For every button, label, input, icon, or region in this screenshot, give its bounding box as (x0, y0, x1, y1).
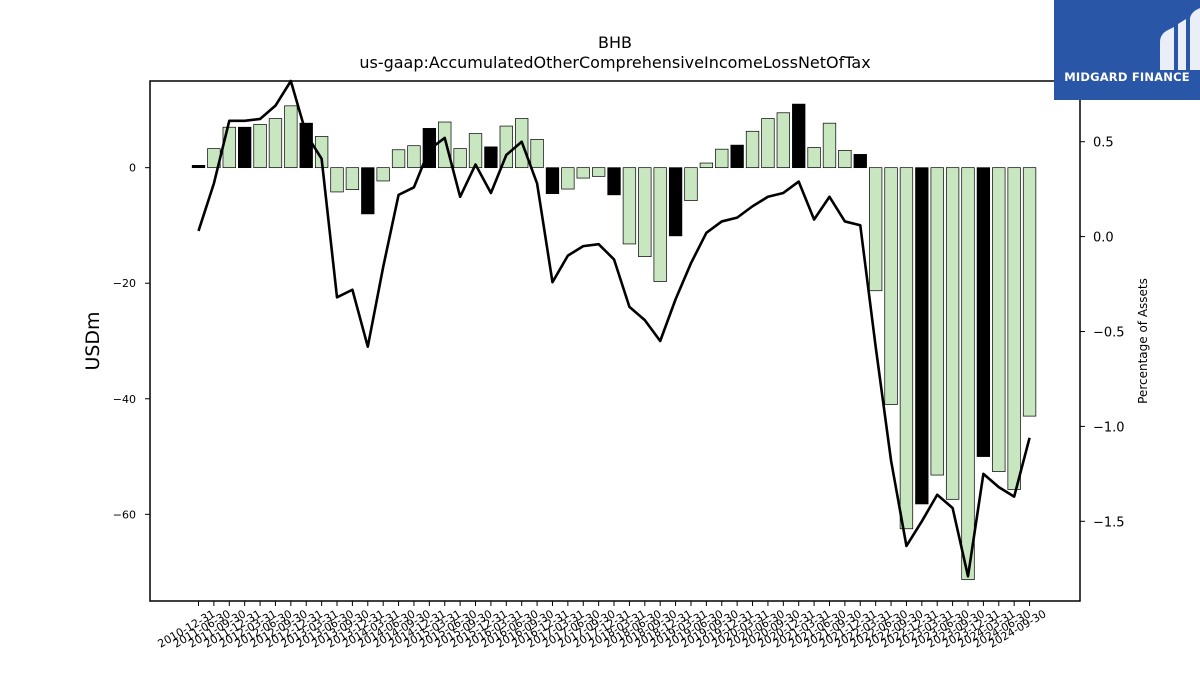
logo-mark-icon (1160, 8, 1200, 70)
plot-frame (149, 80, 1081, 602)
y-tick-label: −40 (113, 393, 136, 406)
y2-axis-label: Percentage of Assets (1136, 278, 1150, 404)
bar (438, 121, 452, 169)
bar (807, 147, 821, 169)
bar (853, 154, 867, 169)
bar (653, 167, 667, 282)
series-line (197, 79, 1031, 578)
bar (484, 146, 498, 169)
bar (361, 167, 375, 215)
bar (561, 167, 575, 190)
y2-tick-label: −1.0 (1093, 420, 1125, 435)
bar (869, 167, 883, 292)
chart-subtitle: us-gaap:AccumulatedOtherComprehensiveInc… (359, 53, 870, 72)
midgard-finance-logo: MIDGARD FINANCE (1054, 0, 1200, 100)
bar (391, 149, 406, 169)
bar (453, 148, 467, 169)
bar (268, 118, 283, 169)
bar (253, 123, 267, 169)
y-tick-label: −60 (113, 508, 136, 521)
bar (407, 145, 421, 169)
bar (330, 167, 344, 193)
bar (591, 167, 606, 177)
bars-group (191, 103, 1037, 580)
bar (961, 167, 975, 580)
logo-text: MIDGARD FINANCE (1064, 70, 1190, 84)
bar (761, 118, 775, 169)
bar (915, 167, 929, 505)
y2-tick-label: −0.5 (1093, 326, 1125, 341)
bar (499, 125, 513, 169)
y-tick-label: 0 (129, 162, 136, 175)
bar (745, 130, 760, 169)
y-tick-label: −20 (113, 277, 136, 290)
bar (638, 167, 652, 258)
bar (684, 167, 698, 201)
y2-tick-label: 0.0 (1093, 231, 1114, 246)
bar (622, 167, 637, 245)
bar (576, 167, 590, 179)
bar (730, 144, 744, 169)
bar (699, 162, 714, 169)
bar (345, 167, 360, 190)
chart-title: BHB (598, 33, 632, 52)
bar (838, 149, 852, 169)
left-axis: 0 −20 −40 −60 (113, 162, 150, 521)
bar (668, 167, 683, 237)
bar (945, 167, 960, 500)
y-axis-label: USDm (82, 311, 104, 370)
bar (930, 167, 944, 476)
bar (607, 167, 621, 196)
bar (284, 105, 298, 169)
bar (715, 148, 729, 169)
bar (376, 167, 390, 182)
bar (992, 167, 1006, 472)
bar (776, 112, 790, 169)
bar (545, 167, 560, 195)
bar (222, 126, 236, 169)
y2-tick-label: 0.5 (1093, 136, 1114, 151)
bar (899, 167, 914, 530)
bar (530, 139, 544, 169)
line-layer (197, 79, 1031, 578)
bar (1007, 167, 1021, 490)
bar (976, 167, 991, 457)
right-axis: 0.5 0.0 −0.5 −1.0 −1.5 (1080, 136, 1125, 530)
bar (822, 122, 837, 169)
bar (1022, 167, 1037, 417)
bar (792, 103, 806, 169)
x-axis: 2010-12-312011-06-302011-09-302011-12-31… (156, 601, 1048, 651)
bar (468, 133, 483, 169)
bar (191, 165, 206, 169)
y2-tick-label: −1.5 (1093, 515, 1125, 530)
bar (884, 167, 898, 405)
bar (238, 126, 252, 169)
